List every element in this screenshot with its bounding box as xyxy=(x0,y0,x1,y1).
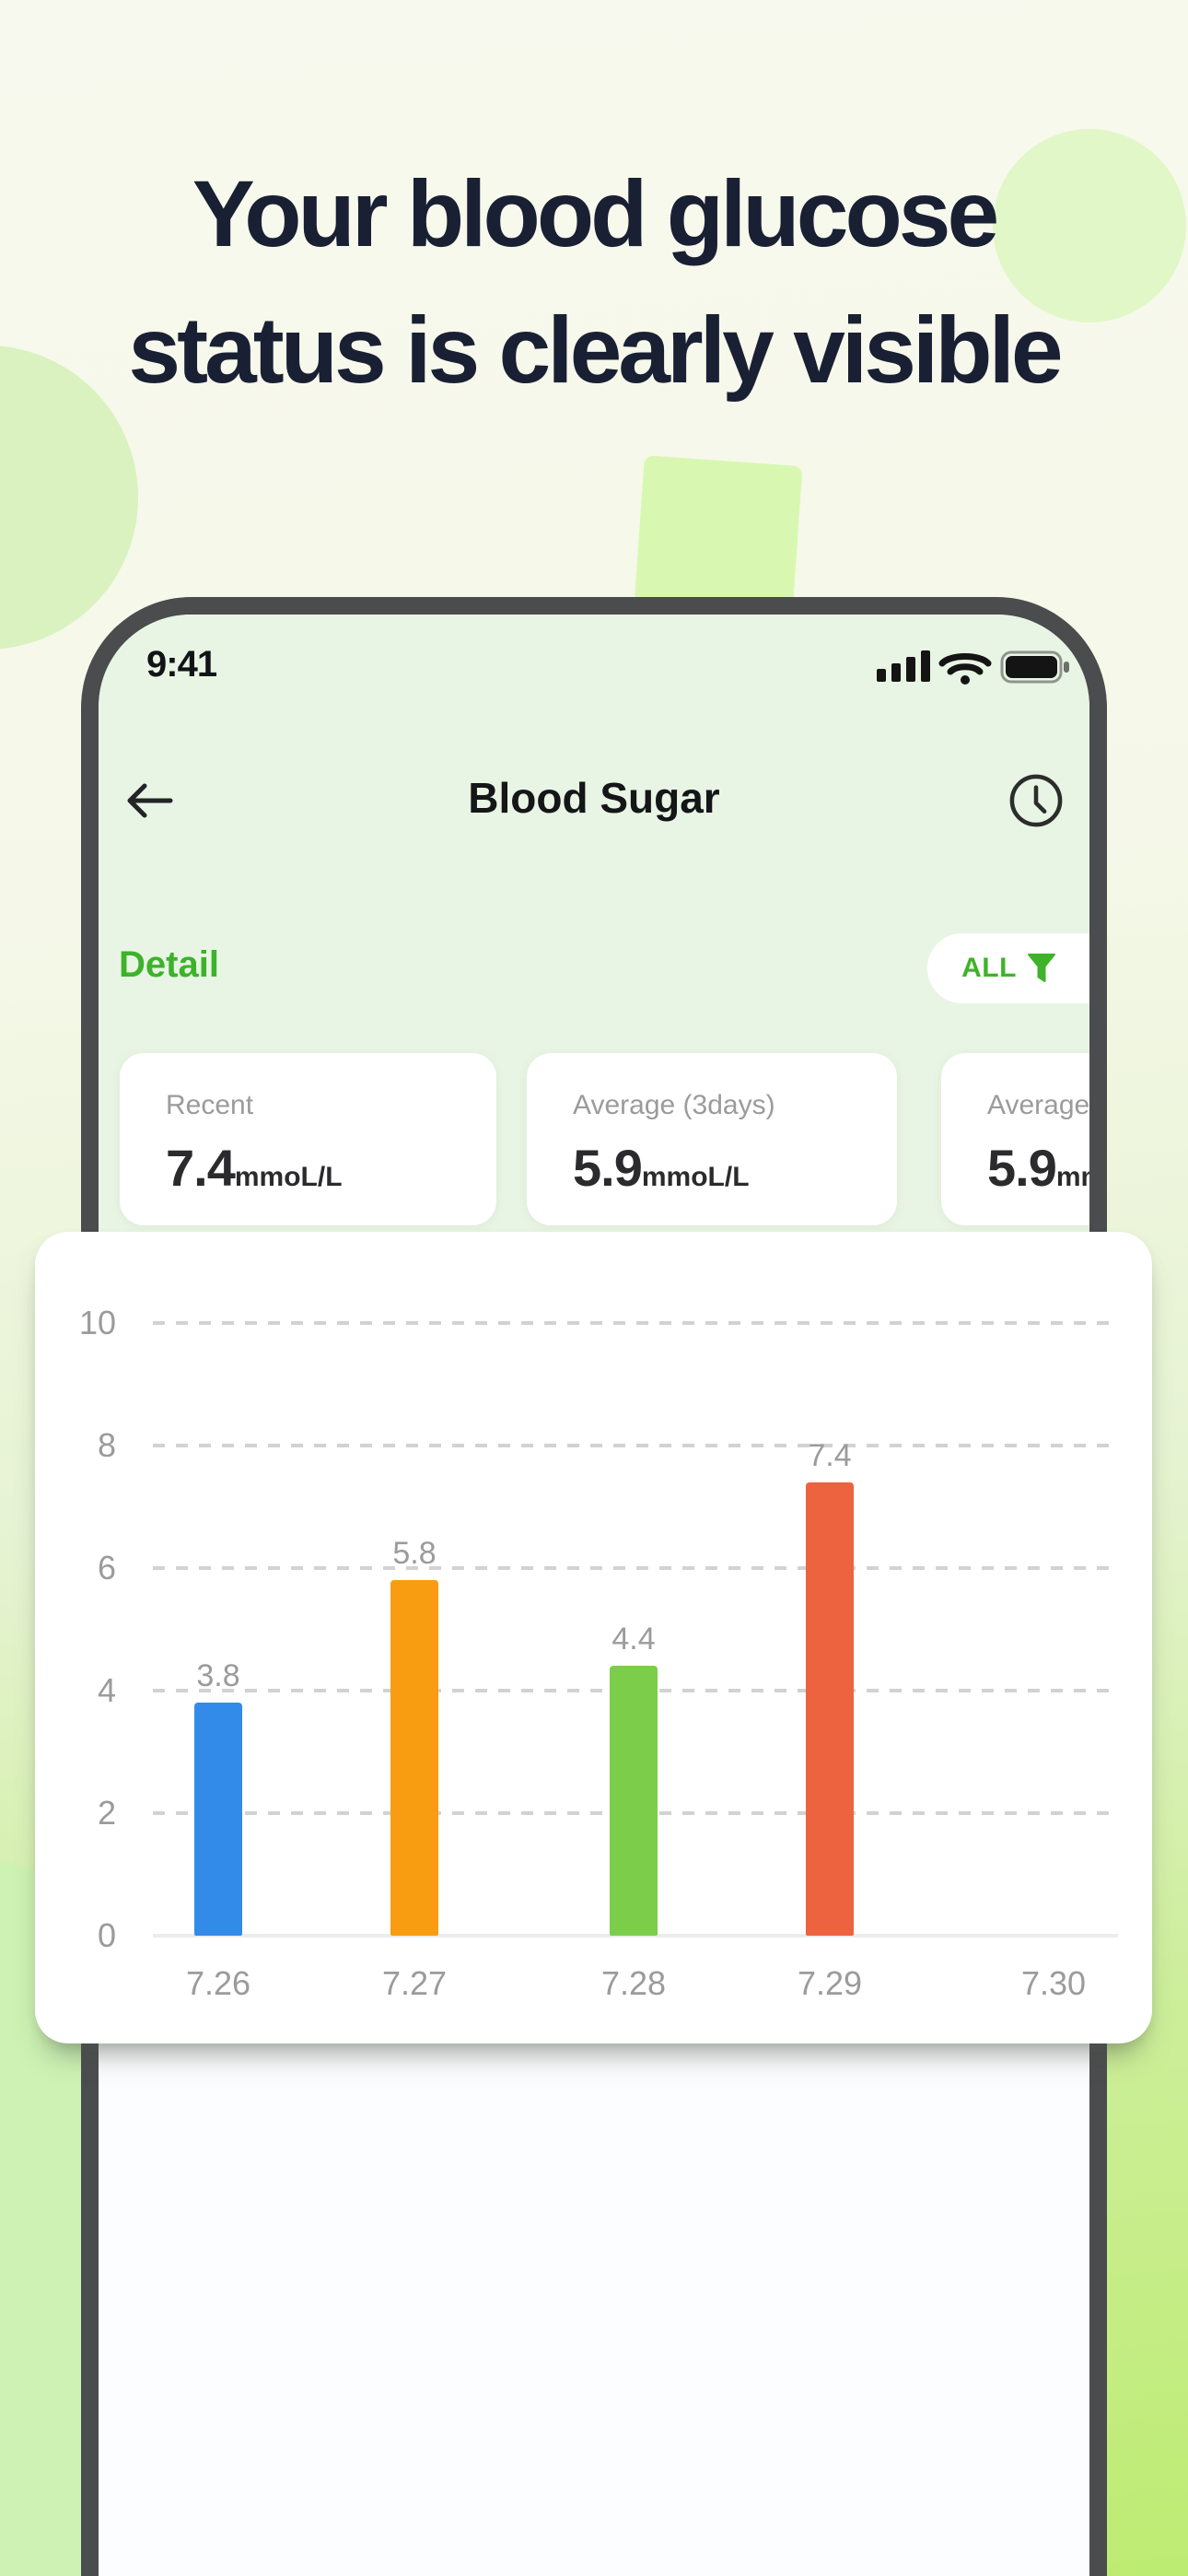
wifi-icon xyxy=(938,653,992,675)
bar-7.28[interactable] xyxy=(610,1666,658,1936)
y-axis-tick: 4 xyxy=(97,1671,116,1709)
status-bar-time: 9:41 xyxy=(146,644,217,685)
stat-card-average-clipped: Average 5.9 mmoL/L xyxy=(941,1053,1089,1225)
stat-unit: mmoL/L xyxy=(1055,1162,1089,1192)
bar-value-label: 7.4 xyxy=(808,1437,852,1473)
cellular-signal-icon xyxy=(877,650,930,682)
x-axis-tick: 7.27 xyxy=(381,1964,448,2002)
headline-line1: Your blood glucose xyxy=(192,161,999,266)
headline: Your blood glucose status is clearly vis… xyxy=(0,146,1188,418)
gridline xyxy=(153,1566,1118,1570)
gridline xyxy=(153,1444,1118,1447)
stat-unit: mmoL/L xyxy=(234,1162,343,1192)
y-axis-tick: 0 xyxy=(97,1916,116,1954)
filter-all-button[interactable]: ALL xyxy=(927,933,1089,1003)
back-arrow-icon[interactable] xyxy=(124,780,176,821)
bar-value-label: 3.8 xyxy=(196,1658,240,1694)
stat-label: Recent xyxy=(166,1090,254,1120)
chart-card: 10 8 6 4 2 0 3.8 5.8 4.4 7.4 7.26 7.27 7.28 7.29 7.30 xyxy=(35,1232,1152,2043)
battery-icon xyxy=(1000,650,1069,684)
page-title: Blood Sugar xyxy=(468,774,720,822)
stat-value: 7.4 xyxy=(166,1139,236,1197)
gridline xyxy=(153,1321,1118,1325)
y-axis-tick: 6 xyxy=(97,1549,116,1587)
funnel-icon xyxy=(1027,954,1055,982)
y-axis-tick: 8 xyxy=(97,1426,116,1464)
stat-value: 5.9 xyxy=(987,1139,1057,1197)
x-axis-tick: 7.26 xyxy=(185,1964,251,2002)
stat-card-recent: Recent 7.4 mmoL/L xyxy=(120,1053,496,1225)
headline-line2: status is clearly visible xyxy=(128,298,1063,403)
stat-card-average-3days: Average (3days) 5.9 mmoL/L xyxy=(527,1053,897,1225)
decor-ribbon xyxy=(634,455,803,618)
clock-icon[interactable] xyxy=(1008,773,1064,828)
stat-value: 5.9 xyxy=(573,1139,643,1197)
x-axis-tick: 7.30 xyxy=(1020,1964,1087,2002)
y-axis-tick: 2 xyxy=(97,1794,116,1832)
x-axis-tick: 7.29 xyxy=(797,1964,863,2002)
bar-value-label: 4.4 xyxy=(611,1622,656,1657)
stat-unit: mmoL/L xyxy=(641,1162,750,1192)
y-axis-tick: 10 xyxy=(78,1304,116,1341)
x-axis-line xyxy=(153,1934,1118,1938)
stat-label: Average (3days) xyxy=(573,1090,775,1120)
x-axis-tick: 7.28 xyxy=(600,1964,667,2002)
decor-circle-top-right xyxy=(993,129,1186,322)
bar-7.29[interactable] xyxy=(806,1481,854,1936)
section-title: Detail xyxy=(119,944,219,985)
status-bar-icons xyxy=(877,649,1074,690)
bar-value-label: 5.8 xyxy=(392,1536,437,1572)
filter-all-label: ALL xyxy=(961,953,1017,983)
stat-label: Average xyxy=(987,1090,1089,1120)
bar-7.26[interactable] xyxy=(194,1703,242,1936)
wifi-dot xyxy=(961,675,970,685)
bar-7.27[interactable] xyxy=(390,1580,438,1936)
